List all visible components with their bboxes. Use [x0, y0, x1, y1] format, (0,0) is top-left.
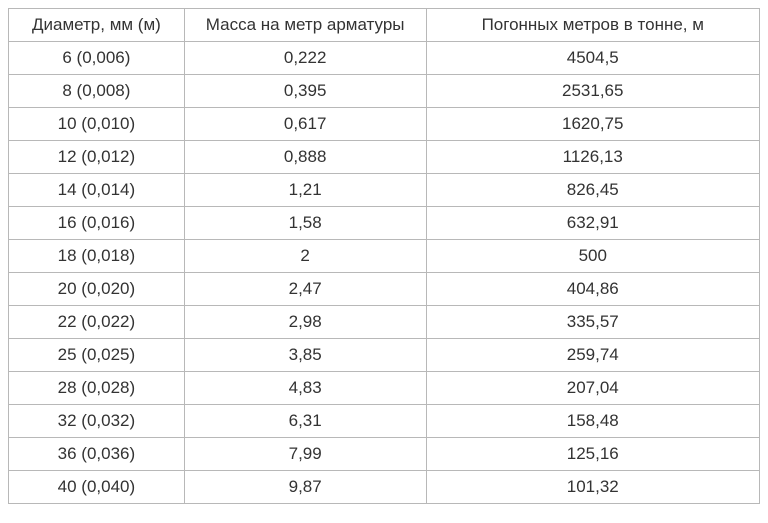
- cell-mass: 0,617: [184, 108, 426, 141]
- table-row: 22 (0,022) 2,98 335,57: [9, 306, 760, 339]
- table-row: 18 (0,018) 2 500: [9, 240, 760, 273]
- cell-diameter: 8 (0,008): [9, 75, 185, 108]
- cell-diameter: 40 (0,040): [9, 471, 185, 504]
- cell-mass: 9,87: [184, 471, 426, 504]
- cell-length: 632,91: [426, 207, 760, 240]
- cell-length: 1620,75: [426, 108, 760, 141]
- table-row: 8 (0,008) 0,395 2531,65: [9, 75, 760, 108]
- cell-length: 404,86: [426, 273, 760, 306]
- cell-diameter: 20 (0,020): [9, 273, 185, 306]
- cell-diameter: 16 (0,016): [9, 207, 185, 240]
- cell-diameter: 18 (0,018): [9, 240, 185, 273]
- rebar-specs-table: Диаметр, мм (м) Масса на метр арматуры П…: [8, 8, 760, 504]
- table-row: 20 (0,020) 2,47 404,86: [9, 273, 760, 306]
- table-row: 40 (0,040) 9,87 101,32: [9, 471, 760, 504]
- cell-length: 101,32: [426, 471, 760, 504]
- cell-diameter: 22 (0,022): [9, 306, 185, 339]
- cell-length: 826,45: [426, 174, 760, 207]
- column-header-diameter: Диаметр, мм (м): [9, 9, 185, 42]
- cell-mass: 2: [184, 240, 426, 273]
- table-body: 6 (0,006) 0,222 4504,5 8 (0,008) 0,395 2…: [9, 42, 760, 504]
- cell-mass: 3,85: [184, 339, 426, 372]
- table-row: 28 (0,028) 4,83 207,04: [9, 372, 760, 405]
- table-row: 36 (0,036) 7,99 125,16: [9, 438, 760, 471]
- table-row: 6 (0,006) 0,222 4504,5: [9, 42, 760, 75]
- cell-length: 259,74: [426, 339, 760, 372]
- cell-mass: 7,99: [184, 438, 426, 471]
- column-header-length: Погонных метров в тонне, м: [426, 9, 760, 42]
- cell-mass: 1,58: [184, 207, 426, 240]
- table-row: 14 (0,014) 1,21 826,45: [9, 174, 760, 207]
- table-row: 25 (0,025) 3,85 259,74: [9, 339, 760, 372]
- cell-length: 2531,65: [426, 75, 760, 108]
- cell-length: 4504,5: [426, 42, 760, 75]
- cell-mass: 6,31: [184, 405, 426, 438]
- cell-length: 158,48: [426, 405, 760, 438]
- cell-diameter: 6 (0,006): [9, 42, 185, 75]
- cell-mass: 2,98: [184, 306, 426, 339]
- cell-diameter: 10 (0,010): [9, 108, 185, 141]
- cell-diameter: 12 (0,012): [9, 141, 185, 174]
- cell-length: 125,16: [426, 438, 760, 471]
- cell-diameter: 36 (0,036): [9, 438, 185, 471]
- table-row: 12 (0,012) 0,888 1126,13: [9, 141, 760, 174]
- cell-mass: 1,21: [184, 174, 426, 207]
- cell-mass: 0,888: [184, 141, 426, 174]
- cell-mass: 0,395: [184, 75, 426, 108]
- cell-length: 500: [426, 240, 760, 273]
- cell-mass: 0,222: [184, 42, 426, 75]
- table-row: 10 (0,010) 0,617 1620,75: [9, 108, 760, 141]
- cell-length: 207,04: [426, 372, 760, 405]
- table-row: 32 (0,032) 6,31 158,48: [9, 405, 760, 438]
- column-header-mass: Масса на метр арматуры: [184, 9, 426, 42]
- cell-diameter: 32 (0,032): [9, 405, 185, 438]
- table-row: 16 (0,016) 1,58 632,91: [9, 207, 760, 240]
- cell-mass: 2,47: [184, 273, 426, 306]
- cell-diameter: 14 (0,014): [9, 174, 185, 207]
- table-header-row: Диаметр, мм (м) Масса на метр арматуры П…: [9, 9, 760, 42]
- cell-mass: 4,83: [184, 372, 426, 405]
- cell-length: 1126,13: [426, 141, 760, 174]
- cell-length: 335,57: [426, 306, 760, 339]
- cell-diameter: 28 (0,028): [9, 372, 185, 405]
- cell-diameter: 25 (0,025): [9, 339, 185, 372]
